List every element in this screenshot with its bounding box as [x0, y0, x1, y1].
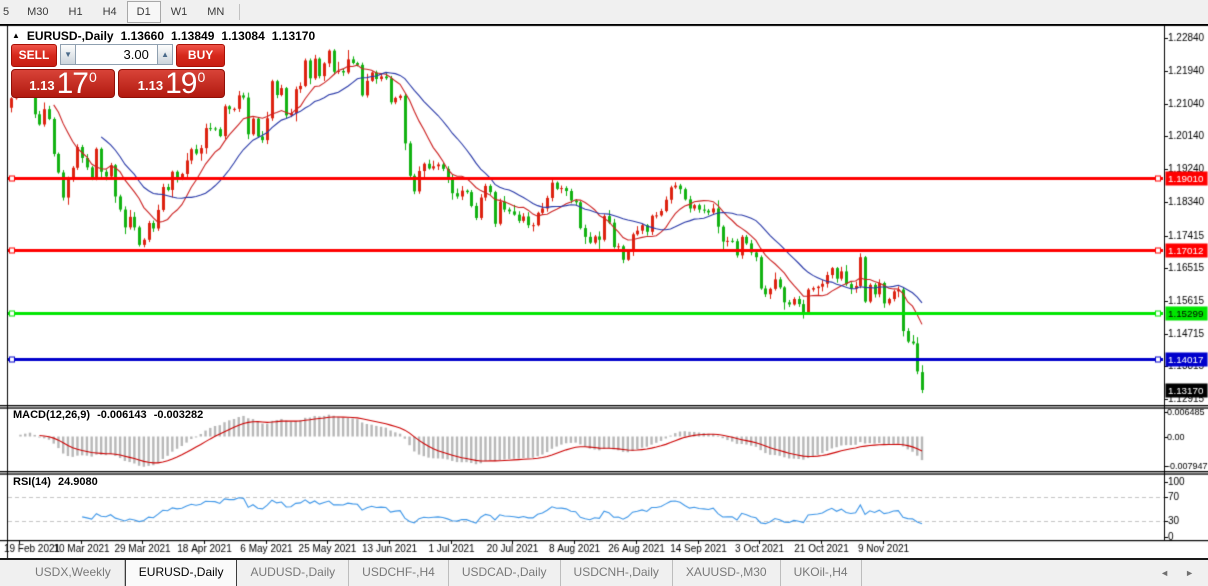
- toolbar-separator: [239, 4, 241, 20]
- sell-price-pips: 17: [56, 69, 89, 98]
- arrow-up-icon: ▲: [161, 50, 169, 59]
- tab-usdchf-h4[interactable]: USDCHF-,H4: [349, 560, 449, 586]
- chart-tab-bar: USDX,Weekly EURUSD-,Daily AUDUSD-,Daily …: [0, 558, 1208, 586]
- tab-scroll-right-icon[interactable]: ►: [1185, 568, 1194, 578]
- rsi-current-value: 24.9080: [57, 476, 98, 488]
- buy-button[interactable]: BUY: [176, 44, 225, 67]
- buy-price-pips: 19: [165, 69, 197, 98]
- arrow-down-icon: ▼: [64, 50, 73, 59]
- tab-eurusd-daily[interactable]: EURUSD-,Daily: [124, 560, 238, 586]
- timeframe-button-m5[interactable]: 5: [3, 6, 10, 18]
- tab-audusd-daily[interactable]: AUDUSD-,Daily: [237, 560, 350, 586]
- symbol-period-label: EURUSD-,Daily: [26, 29, 114, 43]
- buy-price-pipette: 0: [197, 69, 206, 85]
- collapse-arrow-icon[interactable]: ▲: [12, 30, 20, 40]
- one-click-trading-panel: SELL ▼ 3.00 ▲ BUY 1.13 17 0 1.13 19 0: [11, 44, 225, 98]
- volume-input[interactable]: 3.00: [75, 44, 158, 65]
- rsi-indicator-label: RSI(14) 24.9080: [13, 476, 102, 488]
- rsi-title-text: RSI(14): [13, 476, 51, 488]
- timeframe-button-m30[interactable]: M30: [27, 6, 49, 18]
- open-value: 1.13660: [120, 29, 164, 43]
- tab-xauusd-m30[interactable]: XAUUSD-,M30: [673, 560, 781, 586]
- buy-price-bigfigure: 1.13: [137, 78, 164, 93]
- tab-usdcad-daily[interactable]: USDCAD-,Daily: [449, 560, 561, 586]
- sell-price-pipette: 0: [88, 69, 97, 85]
- macd-signal-value: -0.003282: [153, 409, 204, 421]
- macd-main-value: -0.006143: [97, 409, 147, 421]
- timeframe-button-d1[interactable]: D1: [126, 1, 161, 23]
- sell-price-display[interactable]: 1.13 17 0: [11, 69, 115, 98]
- sell-price-bigfigure: 1.13: [29, 78, 55, 93]
- timeframe-button-h1[interactable]: H1: [68, 6, 83, 18]
- tab-scroll-left-icon[interactable]: ◄: [1160, 568, 1170, 578]
- macd-title-text: MACD(12,26,9): [13, 409, 91, 421]
- timeframe-toolbar: 5 M30 H1 H4 D1 W1 MN: [0, 0, 1208, 24]
- timeframe-button-h4[interactable]: H4: [102, 6, 117, 18]
- timeframe-button-w1[interactable]: W1: [170, 6, 188, 18]
- timeframe-button-mn[interactable]: MN: [207, 6, 225, 18]
- tab-ukoil-h4[interactable]: UKOil-,H4: [781, 560, 862, 586]
- tab-usdcnh-daily[interactable]: USDCNH-,Daily: [561, 560, 673, 586]
- volume-increase-button[interactable]: ▲: [157, 44, 174, 65]
- tab-usdx-weekly[interactable]: USDX,Weekly: [22, 560, 125, 586]
- macd-indicator-label: MACD(12,26,9) -0.006143 -0.003282: [13, 409, 207, 421]
- low-value: 1.13084: [221, 29, 265, 43]
- chart-ohlc-header: ▲ EURUSD-,Daily 1.13660 1.13849 1.13084 …: [12, 29, 316, 43]
- volume-decrease-button[interactable]: ▼: [59, 44, 76, 65]
- sell-button[interactable]: SELL: [11, 44, 57, 67]
- high-value: 1.13849: [171, 29, 215, 43]
- buy-price-display[interactable]: 1.13 19 0: [118, 69, 225, 98]
- tab-scroll-controls: ◄ ►: [1160, 560, 1208, 586]
- chart-canvas[interactable]: [0, 24, 1208, 558]
- close-value: 1.13170: [271, 29, 316, 43]
- chart-window: ▲ EURUSD-,Daily 1.13660 1.13849 1.13084 …: [0, 24, 1208, 558]
